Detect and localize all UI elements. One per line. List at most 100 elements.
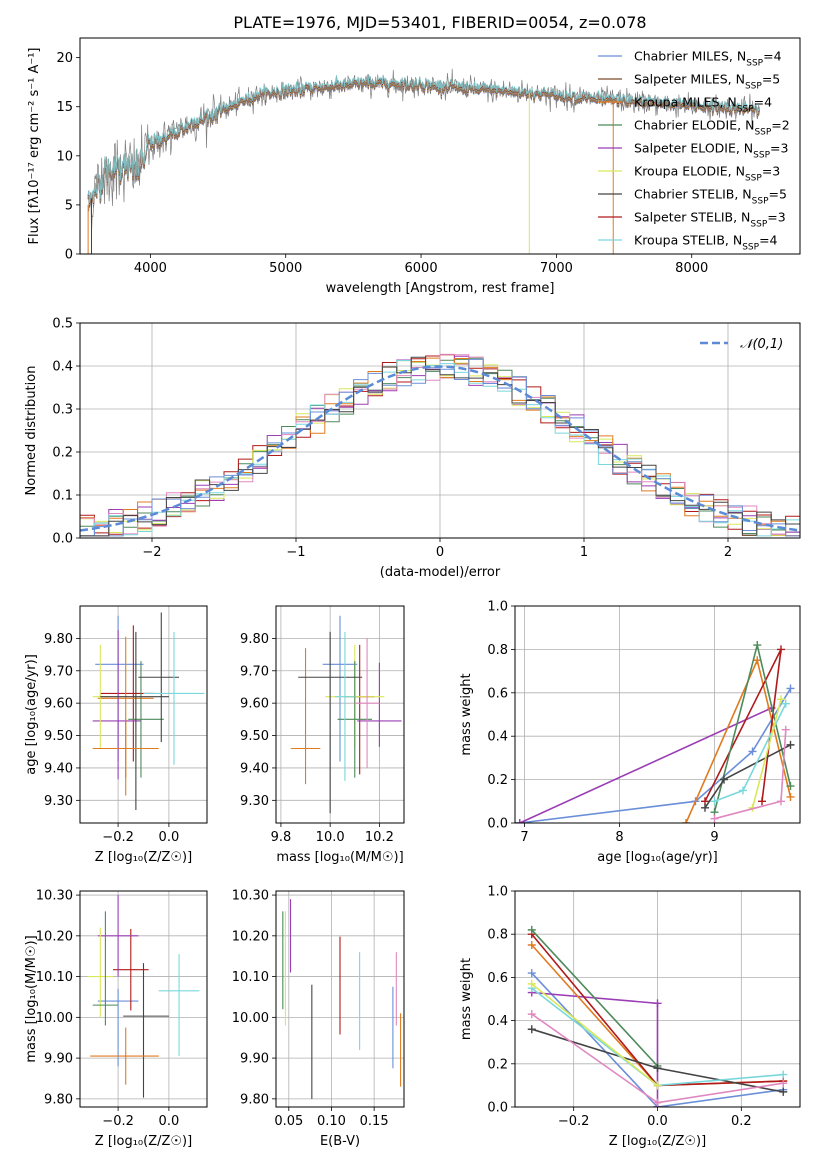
x-tick-label: 0 bbox=[436, 545, 444, 560]
axes-frame bbox=[79, 605, 208, 824]
y-tick-label: 0.6 bbox=[487, 686, 508, 701]
point-marker bbox=[777, 645, 785, 654]
legend-label: Kroupa STELIB, NSSP=4 bbox=[634, 233, 778, 253]
point-marker bbox=[653, 999, 662, 1008]
plot-area bbox=[527, 925, 788, 1107]
grid-lines bbox=[80, 606, 207, 823]
legend-label: Chabrier ELODIE, NSSP=2 bbox=[634, 118, 790, 138]
x-tick-label: 6000 bbox=[405, 261, 438, 276]
y-tick-label: 9.30 bbox=[240, 794, 269, 809]
legend-label: Chabrier STELIB, NSSP=5 bbox=[634, 187, 787, 207]
mass-weight-vs-age-panel: 7 8 9 0.0 0.2 0.4 0.6 0.8 1.0 age [log₁₀(age/yr)]… bbox=[459, 600, 801, 865]
point-marker bbox=[682, 819, 690, 823]
x-tick-label: 0.0 bbox=[647, 1114, 668, 1129]
axes-frame bbox=[514, 890, 801, 1108]
point-marker bbox=[710, 797, 719, 806]
y-tick-label: 9.40 bbox=[44, 761, 73, 776]
y-tick-label: 0 bbox=[65, 248, 73, 263]
x-tick-label: 7 bbox=[520, 830, 528, 845]
x-tick-label: 1 bbox=[580, 545, 588, 560]
y-tick-label: 5 bbox=[65, 198, 73, 213]
y-tick-label: 0.4 bbox=[487, 1014, 508, 1029]
plot-area bbox=[92, 612, 205, 811]
point-marker bbox=[515, 819, 524, 823]
y-tick-label: 0.2 bbox=[487, 1057, 508, 1072]
y-tick-label: 9.90 bbox=[240, 1052, 269, 1067]
mass-weight-line bbox=[704, 649, 782, 802]
point-marker bbox=[758, 797, 766, 806]
point-marker bbox=[786, 684, 795, 693]
y-tick-label: 0.0 bbox=[52, 532, 73, 547]
y-tick-label: 0.4 bbox=[487, 730, 508, 745]
y-tick-label: 10.00 bbox=[232, 1011, 269, 1026]
legend-label: 𝒩(0,1) bbox=[740, 337, 783, 352]
point-marker bbox=[527, 969, 536, 978]
point-marker bbox=[786, 792, 795, 801]
y-tick-label: 0.3 bbox=[52, 403, 73, 418]
x-tick-label: 5000 bbox=[269, 261, 302, 276]
mass-weight-line bbox=[685, 657, 792, 823]
point-marker bbox=[527, 1025, 536, 1034]
plot-area bbox=[87, 895, 200, 1098]
x-tick-label: 10.2 bbox=[365, 830, 394, 845]
y-tick-label: 0.6 bbox=[487, 971, 508, 986]
axes-frame bbox=[79, 37, 801, 255]
mass-weight-vs-Z-panel: −0.2 0.0 0.2 0.0 0.2 0.4 0.6 0.8 1.0 Z [log₁₀(Z/Z… bbox=[459, 885, 801, 1149]
y-tick-label: 9.60 bbox=[240, 697, 269, 712]
x-tick-label: 0.0 bbox=[159, 830, 180, 845]
y-tick-label: 9.80 bbox=[240, 632, 269, 647]
x-tick-label: 9 bbox=[710, 830, 718, 845]
y-tick-label: 9.50 bbox=[240, 729, 269, 744]
x-tick-label: 8 bbox=[615, 830, 623, 845]
x-tick-label: 2 bbox=[724, 545, 732, 560]
point-marker bbox=[753, 641, 762, 650]
axes-frame bbox=[275, 605, 405, 824]
legend-label: Chabrier MILES, NSSP=4 bbox=[634, 49, 782, 69]
point-marker bbox=[739, 786, 747, 795]
x-tick-label: 0.10 bbox=[317, 1114, 346, 1129]
legend-label: Kroupa ELODIE, NSSP=3 bbox=[634, 164, 780, 184]
x-tick-label: 7000 bbox=[540, 261, 573, 276]
x-tick-label: 8000 bbox=[675, 261, 708, 276]
y-tick-label: 0.8 bbox=[487, 643, 508, 658]
point-marker bbox=[653, 1081, 662, 1090]
y-tick-label: 1.0 bbox=[487, 885, 508, 900]
point-marker bbox=[753, 656, 762, 665]
point-marker bbox=[653, 1064, 662, 1073]
x-tick-label: 0.05 bbox=[274, 1114, 303, 1129]
y-tick-label: 9.80 bbox=[240, 1092, 269, 1107]
point-marker bbox=[527, 979, 536, 988]
legend-label: Kroupa MILES, NSSP=4 bbox=[634, 95, 772, 115]
point-marker bbox=[527, 1010, 536, 1019]
residual-histogram bbox=[80, 358, 800, 537]
mass-weight-line bbox=[531, 983, 659, 1087]
x-tick-label: 10.0 bbox=[316, 830, 345, 845]
axes-frame bbox=[514, 605, 801, 824]
y-axis-label: mass weight bbox=[459, 673, 474, 755]
age-vs-Z-panel: −0.2 0.0 9.30 9.40 9.50 9.60 9.70 9.80 Z [log₁₀(… bbox=[24, 605, 208, 865]
y-tick-label: 9.80 bbox=[44, 632, 73, 647]
axes-frame bbox=[79, 322, 801, 539]
normal-curve bbox=[80, 365, 800, 532]
y-axis-label: mass [log₁₀(M/M☉)] bbox=[24, 935, 39, 1062]
x-tick-label: 0.15 bbox=[360, 1114, 389, 1129]
x-axis-label: E(B-V) bbox=[320, 1134, 360, 1149]
mass-weight-line bbox=[751, 699, 782, 809]
y-tick-label: 10.00 bbox=[36, 1011, 73, 1026]
point-marker bbox=[779, 1070, 788, 1079]
point-marker bbox=[779, 1079, 788, 1088]
y-axis-label: Flux [fλ10⁻¹⁷ erg cm⁻² s⁻¹ A⁻¹] bbox=[27, 48, 42, 245]
y-tick-label: 10.30 bbox=[36, 889, 73, 904]
x-tick-label: 0.2 bbox=[731, 1114, 752, 1129]
x-tick-label: −1 bbox=[286, 545, 305, 560]
y-tick-label: 0.0 bbox=[487, 817, 508, 832]
plot-area bbox=[87, 68, 760, 254]
point-marker bbox=[701, 803, 709, 812]
y-tick-label: 15 bbox=[56, 100, 73, 115]
plot-area bbox=[80, 353, 800, 537]
legend: Chabrier MILES, NSSP=4 Salpeter MILES, NS… bbox=[598, 49, 790, 253]
x-tick-label: −0.2 bbox=[102, 830, 134, 845]
model-spectrum-line bbox=[87, 74, 760, 204]
legend-label: Salpeter STELIB, NSSP=3 bbox=[634, 210, 786, 230]
figure-title: PLATE=1976, MJD=53401, FIBERID=0054, z=0… bbox=[233, 13, 646, 32]
